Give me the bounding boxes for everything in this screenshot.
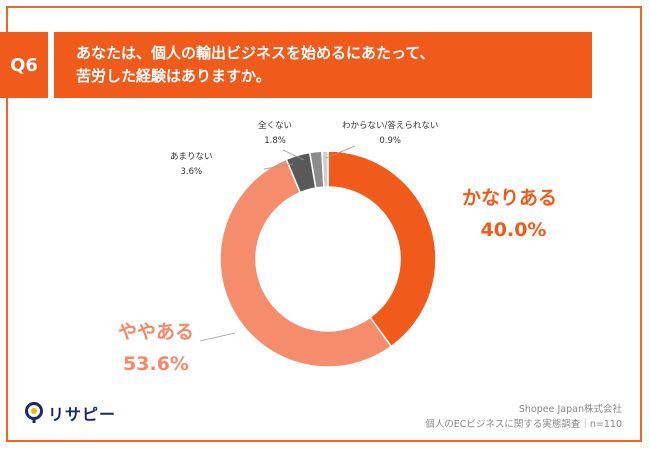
category-label-kanari: かなりある xyxy=(462,187,558,209)
value-label-mattakunai: 1.8% xyxy=(264,136,286,146)
leader-line-mattakunai xyxy=(282,149,305,161)
category-label-amarinai: あまりない xyxy=(170,152,213,162)
question-banner: あなたは、個人の輸出ビジネスを始めるにあたって、 苦労した経験はありますか。 xyxy=(54,32,592,98)
category-label-mattakunai: 全くない xyxy=(258,121,293,131)
question-line-2: 苦労した経験はありますか。 xyxy=(76,67,271,85)
category-label-yaya: ややある xyxy=(118,321,195,343)
label-amarinai: あまりない 3.6% xyxy=(170,150,213,180)
value-label-yaya: 53.6% xyxy=(123,353,189,375)
leader-line-yaya xyxy=(199,332,236,342)
logo-text: リサピー xyxy=(48,405,117,424)
category-label-wakaranai: わからない/答えられない xyxy=(342,121,439,131)
question-number: Q6 xyxy=(10,54,38,76)
risapy-logo: リサピー xyxy=(24,401,116,425)
label-kanari: かなりある 40.0% xyxy=(462,182,557,246)
value-label-amarinai: 3.6% xyxy=(180,167,203,177)
slice-wakaranai xyxy=(321,150,329,188)
source-note: Shopee Japan株式会社 個人のECビジネスに関する実態調査｜n=110 xyxy=(425,402,622,432)
slice-kanari xyxy=(327,150,437,348)
slice-yaya xyxy=(219,158,393,368)
label-yaya: ややある 53.6% xyxy=(118,316,194,380)
survey-info: 個人のECビジネスに関する実態調査｜n=110 xyxy=(425,419,622,430)
value-label-kanari: 40.0% xyxy=(480,219,547,241)
question-number-badge: Q6 xyxy=(0,32,48,98)
leader-line-amarinai xyxy=(263,163,294,170)
question-line-1: あなたは、個人の輸出ビジネスを始めるにあたって、 xyxy=(76,44,435,62)
logo-pin-icon xyxy=(25,402,43,423)
label-mattakunai: 全くない 1.8% xyxy=(258,119,292,149)
company-name: Shopee Japan株式会社 xyxy=(518,404,622,415)
chart-frame xyxy=(6,6,642,442)
leader-line-wakaranai xyxy=(325,145,356,159)
label-wakaranai: わからない/答えられない 0.9% xyxy=(342,119,438,149)
value-label-wakaranai: 0.9% xyxy=(379,136,401,146)
